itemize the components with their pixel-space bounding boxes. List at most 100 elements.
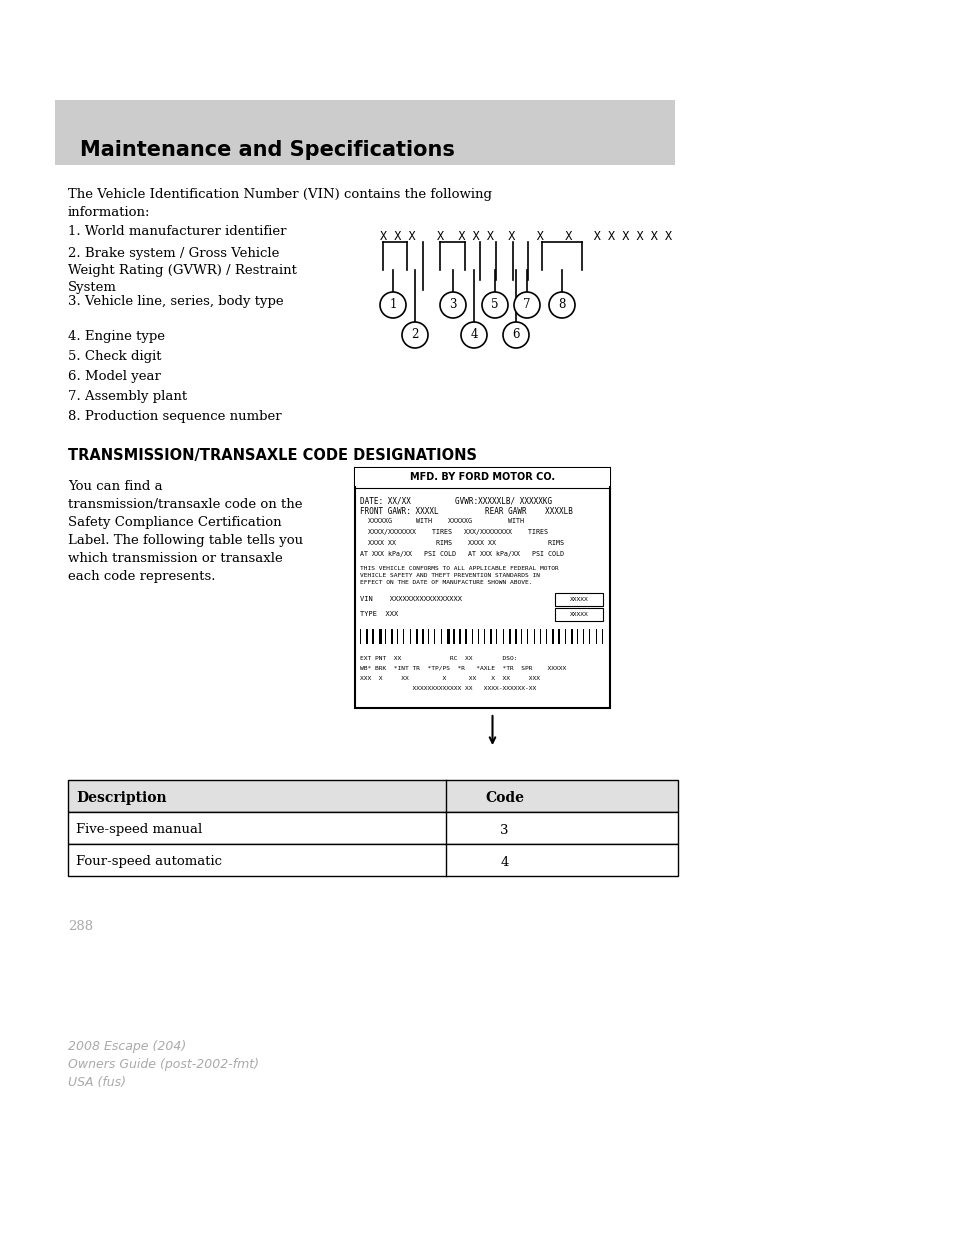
Bar xyxy=(586,629,588,643)
Text: REAR GAWR    XXXXLB: REAR GAWR XXXXLB xyxy=(484,508,572,516)
Bar xyxy=(545,629,546,643)
Text: FRONT GAWR: XXXXL: FRONT GAWR: XXXXL xyxy=(359,508,438,516)
Text: 4. Engine type: 4. Engine type xyxy=(68,330,165,343)
Bar xyxy=(68,781,678,811)
Text: Four-speed automatic: Four-speed automatic xyxy=(76,856,222,868)
Text: 2. Brake system / Gross Vehicle
Weight Rating (GVWR) / Restraint
System: 2. Brake system / Gross Vehicle Weight R… xyxy=(68,247,296,294)
Text: XXXXXXXXXXXXX XX   XXXX-XXXXXX-XX: XXXXXXXXXXXXX XX XXXX-XXXXXX-XX xyxy=(359,685,536,692)
Bar xyxy=(539,629,540,643)
Bar xyxy=(391,629,393,643)
Bar xyxy=(496,629,497,643)
Text: DATE: XX/XX: DATE: XX/XX xyxy=(359,496,411,505)
Bar xyxy=(453,629,454,643)
Text: TYPE  XXX: TYPE XXX xyxy=(359,611,397,618)
Text: 4: 4 xyxy=(499,856,508,868)
Text: 1: 1 xyxy=(389,299,396,311)
Bar xyxy=(589,629,591,643)
Bar xyxy=(505,629,506,643)
Text: WB* BRK  *INT TR  *TP/PS  *R   *AXLE  *TR  SPR    XXXXX: WB* BRK *INT TR *TP/PS *R *AXLE *TR SPR … xyxy=(359,666,566,671)
Bar xyxy=(570,629,571,643)
Text: 3. Vehicle line, series, body type: 3. Vehicle line, series, body type xyxy=(68,295,283,308)
Text: XXXXX: XXXXX xyxy=(569,613,588,618)
Bar xyxy=(388,629,389,643)
Bar xyxy=(443,629,445,643)
Bar xyxy=(477,629,478,643)
FancyBboxPatch shape xyxy=(55,100,675,165)
Bar xyxy=(524,629,526,643)
Text: XXXXX: XXXXX xyxy=(569,597,588,601)
Text: The Vehicle Identification Number (VIN) contains the following
information:: The Vehicle Identification Number (VIN) … xyxy=(68,188,492,219)
Text: MFD. BY FORD MOTOR CO.: MFD. BY FORD MOTOR CO. xyxy=(410,472,555,482)
Circle shape xyxy=(548,291,575,317)
Bar xyxy=(601,629,602,643)
Text: USA (fus): USA (fus) xyxy=(68,1076,126,1089)
Bar xyxy=(542,629,543,643)
Text: 7. Assembly plant: 7. Assembly plant xyxy=(68,390,187,403)
Bar xyxy=(527,629,528,643)
Bar xyxy=(561,629,562,643)
Bar xyxy=(431,629,432,643)
Circle shape xyxy=(439,291,465,317)
Bar xyxy=(502,629,504,643)
Bar xyxy=(355,468,609,708)
Text: 5. Check digit: 5. Check digit xyxy=(68,350,161,363)
Bar xyxy=(369,629,370,643)
Bar xyxy=(598,629,599,643)
Text: You can find a
transmission/transaxle code on the
Safety Compliance Certificatio: You can find a transmission/transaxle co… xyxy=(68,480,303,583)
Text: GVWR:XXXXXLB/ XXXXXKG: GVWR:XXXXXLB/ XXXXXKG xyxy=(455,496,552,505)
Text: 1. World manufacturer identifier: 1. World manufacturer identifier xyxy=(68,225,286,238)
Bar xyxy=(462,629,463,643)
Bar xyxy=(487,629,488,643)
Bar xyxy=(579,629,580,643)
Text: Code: Code xyxy=(484,790,523,805)
Bar xyxy=(555,593,602,606)
Bar xyxy=(499,629,500,643)
Circle shape xyxy=(514,291,539,317)
Text: 4: 4 xyxy=(470,329,477,342)
Text: 3: 3 xyxy=(449,299,456,311)
Bar xyxy=(512,629,513,643)
Bar xyxy=(468,629,469,643)
Bar xyxy=(465,629,466,643)
Bar xyxy=(413,629,414,643)
Bar xyxy=(421,629,423,643)
Bar xyxy=(437,629,438,643)
Bar xyxy=(475,629,476,643)
Bar xyxy=(375,629,376,643)
Text: 6: 6 xyxy=(512,329,519,342)
Circle shape xyxy=(379,291,406,317)
Bar xyxy=(409,629,410,643)
Text: TRANSMISSION/TRANSAXLE CODE DESIGNATIONS: TRANSMISSION/TRANSAXLE CODE DESIGNATIONS xyxy=(68,448,476,463)
Bar xyxy=(533,629,534,643)
Circle shape xyxy=(502,322,529,348)
Bar xyxy=(359,629,360,643)
Text: 2008 Escape (204): 2008 Escape (204) xyxy=(68,1040,186,1053)
Bar xyxy=(418,629,419,643)
Bar xyxy=(396,629,398,643)
Bar xyxy=(68,811,678,844)
Bar xyxy=(480,629,481,643)
Text: 6. Model year: 6. Model year xyxy=(68,370,161,383)
Bar xyxy=(508,629,510,643)
Bar xyxy=(592,629,593,643)
Text: 7: 7 xyxy=(522,299,530,311)
Bar xyxy=(567,629,568,643)
Bar xyxy=(520,629,521,643)
Bar xyxy=(574,629,576,643)
Text: 2: 2 xyxy=(411,329,418,342)
Bar xyxy=(537,629,538,643)
Text: 5: 5 xyxy=(491,299,498,311)
Bar xyxy=(530,629,533,643)
Text: Description: Description xyxy=(76,790,167,805)
Bar xyxy=(381,629,382,643)
Bar xyxy=(582,629,584,643)
Text: 8: 8 xyxy=(558,299,565,311)
Text: Owners Guide (post-2002-fmt): Owners Guide (post-2002-fmt) xyxy=(68,1058,258,1071)
Bar xyxy=(483,629,486,643)
Text: 288: 288 xyxy=(68,920,93,932)
Bar xyxy=(440,629,441,643)
Bar xyxy=(394,629,395,643)
Text: Five-speed manual: Five-speed manual xyxy=(76,824,202,836)
Circle shape xyxy=(401,322,428,348)
Bar xyxy=(403,629,404,643)
